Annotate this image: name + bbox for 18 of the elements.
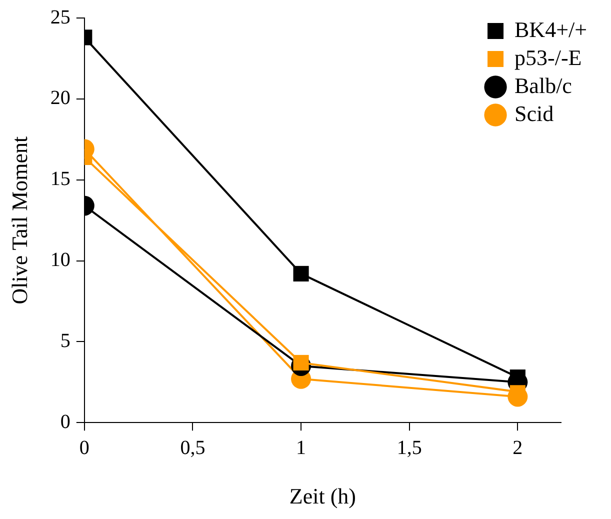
- x-tick-label: 2: [512, 436, 523, 459]
- legend-label: Balb/c: [514, 72, 572, 98]
- y-axis-title: Olive Tail Moment: [6, 136, 32, 304]
- point: [510, 370, 526, 386]
- y-tick-label: 0: [60, 410, 70, 433]
- y-tick-label: 10: [50, 249, 70, 272]
- legend-label: Scid: [514, 100, 554, 126]
- y-tick-label: 25: [50, 6, 70, 28]
- x-tick-label: 0,5: [180, 436, 206, 459]
- y-tick-label: 5: [60, 330, 70, 352]
- x-axis-title: Zeit (h): [289, 484, 356, 509]
- y-tick-label: 15: [50, 168, 70, 190]
- x-tick-label: 1: [296, 436, 306, 459]
- x-tick-label: 1,5: [396, 436, 422, 459]
- legend-label: p53-/-E: [514, 44, 582, 70]
- x-tick-label: 0: [79, 436, 90, 459]
- legend-label: BK4+/+: [514, 16, 588, 42]
- y-tick-label: 20: [50, 87, 70, 110]
